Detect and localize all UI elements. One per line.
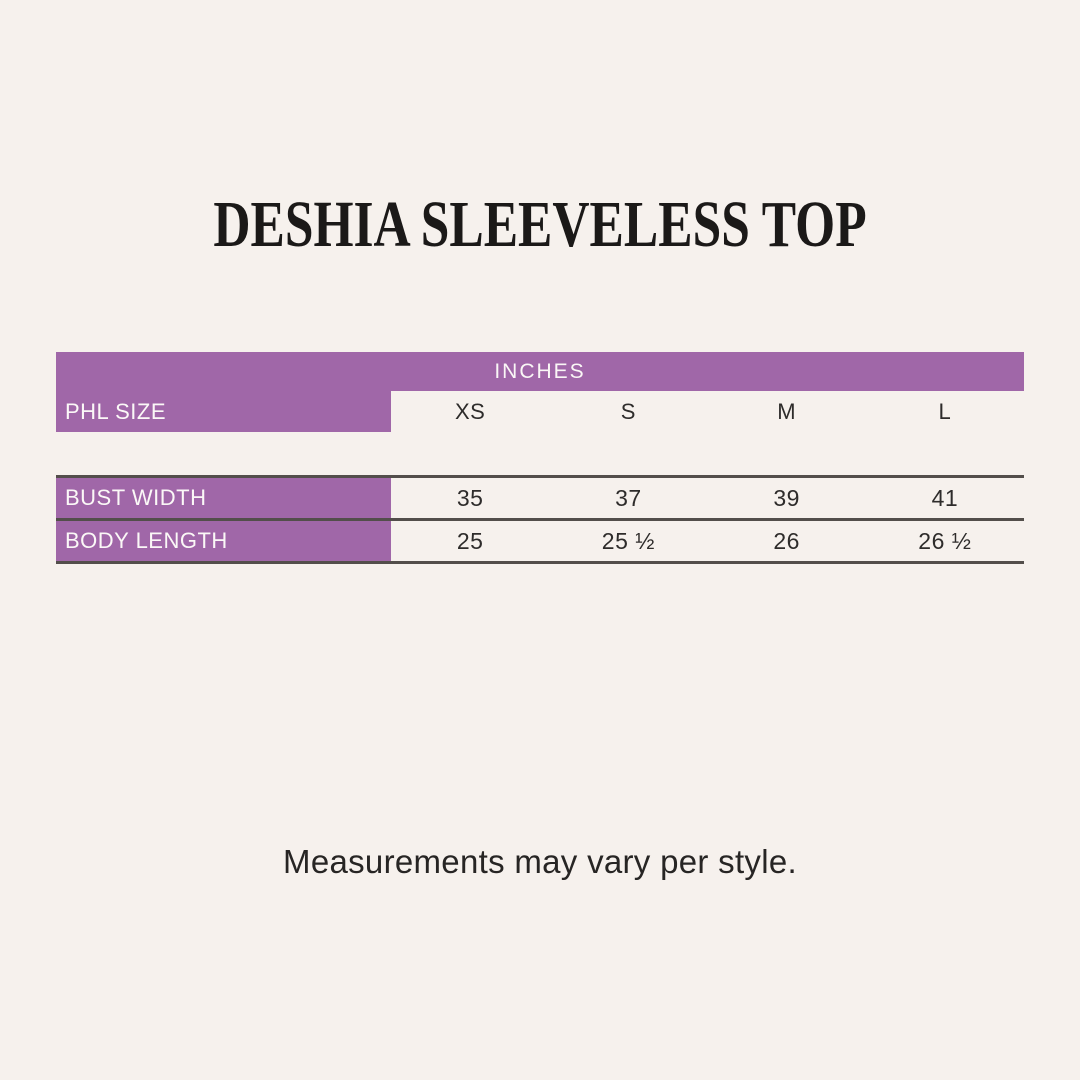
size-columns: XS S M L [391, 391, 1024, 432]
size-label-text: PHL SIZE [65, 398, 166, 424]
page-title: DESHIA SLEEVELESS TOP [213, 188, 867, 261]
table-row-bust-width: BUST WIDTH 35 37 39 41 [56, 478, 1024, 518]
measurement-rows: BUST WIDTH 35 37 39 41 BODY LENGTH 25 25… [56, 475, 1024, 564]
size-table: INCHES PHL SIZE XS S M L BUST WIDTH 35 [56, 352, 1024, 564]
cell-bust-s: 37 [615, 484, 642, 511]
cell-bust-xs: 35 [456, 484, 484, 511]
row-values: 35 37 39 41 [391, 478, 1024, 518]
units-header-label: INCHES [494, 359, 586, 383]
cell-body-s: 25 ½ [601, 527, 655, 554]
cell-body-xs: 25 [456, 527, 484, 554]
size-col-header-m: M [777, 398, 797, 424]
size-label-cell: PHL SIZE [56, 391, 391, 432]
cell-bust-m: 39 [773, 484, 800, 511]
size-header-row: PHL SIZE XS S M L [56, 391, 1024, 432]
row-values: 25 25 ½ 26 26 ½ [391, 521, 1024, 561]
size-col-header-s: S [620, 398, 636, 424]
units-header-row: INCHES [56, 352, 1024, 391]
size-col-header-xs: XS [454, 398, 486, 424]
size-col-header-l: L [938, 398, 952, 424]
footnote-text: Measurements may vary per style. [283, 843, 797, 880]
cell-bust-l: 41 [931, 484, 959, 511]
row-label-cell: BODY LENGTH [56, 521, 391, 561]
cell-body-l: 26 ½ [918, 527, 972, 554]
cell-body-m: 26 [773, 527, 800, 554]
row-label-text: BUST WIDTH [65, 485, 207, 510]
row-label-cell: BUST WIDTH [56, 478, 391, 518]
table-gap [56, 432, 1024, 475]
table-row-body-length: BODY LENGTH 25 25 ½ 26 26 ½ [56, 518, 1024, 561]
row-label-text: BODY LENGTH [65, 528, 228, 553]
